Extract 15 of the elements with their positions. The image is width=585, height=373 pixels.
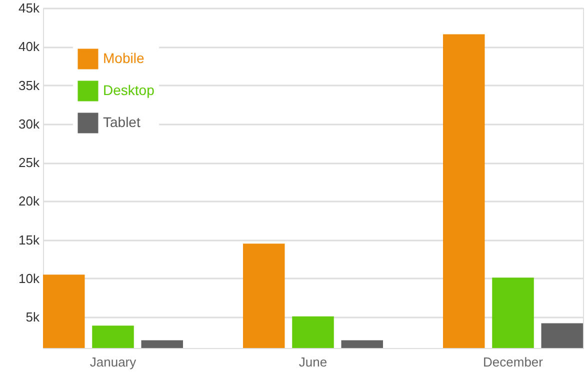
y-tick-label: 30k <box>18 116 40 132</box>
y-tick-label: 35k <box>18 78 40 93</box>
y-tick-label: 20k <box>18 194 40 209</box>
x-tick-label: December <box>483 354 544 370</box>
legend-label: Desktop <box>103 82 155 98</box>
y-tick-label: 10k <box>18 270 40 286</box>
legend-label: Tablet <box>103 114 140 130</box>
y-tick-label: 45k <box>18 0 40 16</box>
y-tick-label: 5k <box>26 310 40 325</box>
y-tick-label: 40k <box>18 39 40 54</box>
y-tick-label: 15k <box>18 232 40 248</box>
y-tick-label: 25k <box>18 155 40 170</box>
legend-label: Mobile <box>103 50 144 66</box>
x-tick-label: January <box>90 354 137 370</box>
x-tick-label: June <box>298 354 328 370</box>
